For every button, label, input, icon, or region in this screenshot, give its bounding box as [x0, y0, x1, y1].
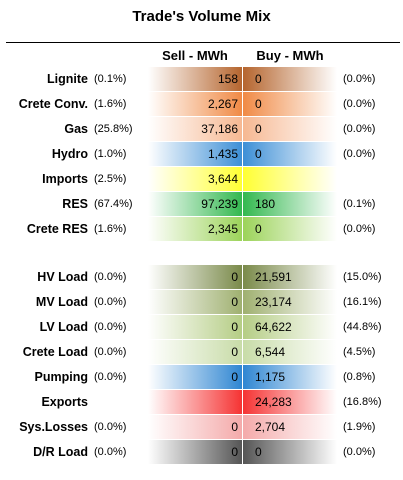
table-row: Pumping (0.0%) 0 1,175 (0.8%) [0, 365, 403, 389]
buy-percent: (0.0%) [343, 446, 376, 458]
buy-percent: (1.9%) [343, 421, 376, 433]
sell-percent: (0.0%) [94, 346, 127, 358]
table-row: Imports (2.5%) 3,644 [0, 167, 403, 191]
buy-value-cell: 2,704 [243, 415, 337, 439]
buy-value-cell: 23,174 [243, 290, 337, 314]
buy-percent: (0.0%) [343, 148, 376, 160]
table-row: RES (67.4%) 97,239 180 (0.1%) [0, 192, 403, 216]
sell-value-cell: 158 [148, 67, 242, 91]
page-title: Trade's Volume Mix [132, 8, 271, 25]
table-row: Crete Conv. (1.6%) 2,267 0 (0.0%) [0, 92, 403, 116]
sell-value-cell: 0 [148, 440, 242, 464]
buy-value-cell: 0 [243, 142, 337, 166]
buy-value-cell [243, 167, 337, 191]
buy-value-cell: 64,622 [243, 315, 337, 339]
table-row: Crete Load (0.0%) 0 6,544 (4.5%) [0, 340, 403, 364]
sell-percent: (25.8%) [94, 123, 133, 135]
table-row: Sys.Losses (0.0%) 0 2,704 (1.9%) [0, 415, 403, 439]
buy-percent: (0.8%) [343, 371, 376, 383]
sell-percent: (0.0%) [94, 371, 127, 383]
title-divider [6, 42, 400, 43]
sell-percent: (0.0%) [94, 271, 127, 283]
table-row: Crete RES (1.6%) 2,345 0 (0.0%) [0, 217, 403, 241]
buy-value-cell: 0 [243, 92, 337, 116]
row-label: Sys.Losses [19, 420, 88, 434]
sell-percent: (1.0%) [94, 148, 127, 160]
sell-value-cell: 2,267 [148, 92, 242, 116]
sell-percent: (0.0%) [94, 296, 127, 308]
buy-percent: (0.0%) [343, 98, 376, 110]
sell-percent: (1.6%) [94, 98, 127, 110]
row-label: Imports [42, 172, 88, 186]
sell-percent: (0.1%) [94, 73, 127, 85]
buy-value-cell: 0 [243, 67, 337, 91]
sell-value-cell: 0 [148, 365, 242, 389]
buy-percent: (0.0%) [343, 73, 376, 85]
table-row: HV Load (0.0%) 0 21,591 (15.0%) [0, 265, 403, 289]
sell-percent: (0.0%) [94, 421, 127, 433]
table-row: Lignite (0.1%) 158 0 (0.0%) [0, 67, 403, 91]
sell-percent: (0.0%) [94, 446, 127, 458]
sell-value-cell: 2,345 [148, 217, 242, 241]
table-row: MV Load (0.0%) 0 23,174 (16.1%) [0, 290, 403, 314]
row-label: MV Load [35, 295, 88, 309]
buy-percent: (4.5%) [343, 346, 376, 358]
buy-value-cell: 6,544 [243, 340, 337, 364]
sell-value-cell: 0 [148, 315, 242, 339]
sell-percent: (67.4%) [94, 198, 133, 210]
sell-percent: (0.0%) [94, 321, 127, 333]
row-label: RES [62, 197, 88, 211]
sell-value-cell [148, 390, 242, 414]
row-label: Crete Conv. [18, 97, 88, 111]
sell-value-cell: 1,435 [148, 142, 242, 166]
sell-value-cell: 3,644 [148, 167, 242, 191]
buy-value-cell: 0 [243, 217, 337, 241]
buy-value-cell: 21,591 [243, 265, 337, 289]
sell-value-cell: 0 [148, 340, 242, 364]
buy-value-cell: 0 [243, 117, 337, 141]
row-label: Lignite [47, 72, 88, 86]
buy-percent: (16.8%) [343, 396, 382, 408]
buy-value-cell: 0 [243, 440, 337, 464]
table-row: Exports 24,283 (16.8%) [0, 390, 403, 414]
table-row: LV Load (0.0%) 0 64,622 (44.8%) [0, 315, 403, 339]
sell-percent: (1.6%) [94, 223, 127, 235]
row-label: Crete RES [26, 222, 88, 236]
buy-percent: (44.8%) [343, 321, 382, 333]
buy-column-header: Buy - MWh [256, 48, 324, 63]
sell-value-cell: 37,186 [148, 117, 242, 141]
sell-value-cell: 0 [148, 415, 242, 439]
row-label: Exports [41, 395, 88, 409]
buy-percent: (0.0%) [343, 223, 376, 235]
buy-percent: (0.1%) [343, 198, 376, 210]
sell-value-cell: 97,239 [148, 192, 242, 216]
buy-percent: (16.1%) [343, 296, 382, 308]
row-label: Pumping [34, 370, 88, 384]
sell-column-header: Sell - MWh [162, 48, 228, 63]
buy-value-cell: 24,283 [243, 390, 337, 414]
row-label: Gas [64, 122, 88, 136]
sell-percent: (2.5%) [94, 173, 127, 185]
buy-percent: (15.0%) [343, 271, 382, 283]
row-label: D/R Load [33, 445, 88, 459]
row-label: Crete Load [22, 345, 88, 359]
table-row: Gas (25.8%) 37,186 0 (0.0%) [0, 117, 403, 141]
row-label: HV Load [37, 270, 88, 284]
table-row: D/R Load (0.0%) 0 0 (0.0%) [0, 440, 403, 464]
buy-percent: (0.0%) [343, 123, 376, 135]
buy-value-cell: 180 [243, 192, 337, 216]
sell-value-cell: 0 [148, 265, 242, 289]
row-label: LV Load [39, 320, 88, 334]
row-label: Hydro [51, 147, 88, 161]
sell-value-cell: 0 [148, 290, 242, 314]
table-row: Hydro (1.0%) 1,435 0 (0.0%) [0, 142, 403, 166]
buy-value-cell: 1,175 [243, 365, 337, 389]
